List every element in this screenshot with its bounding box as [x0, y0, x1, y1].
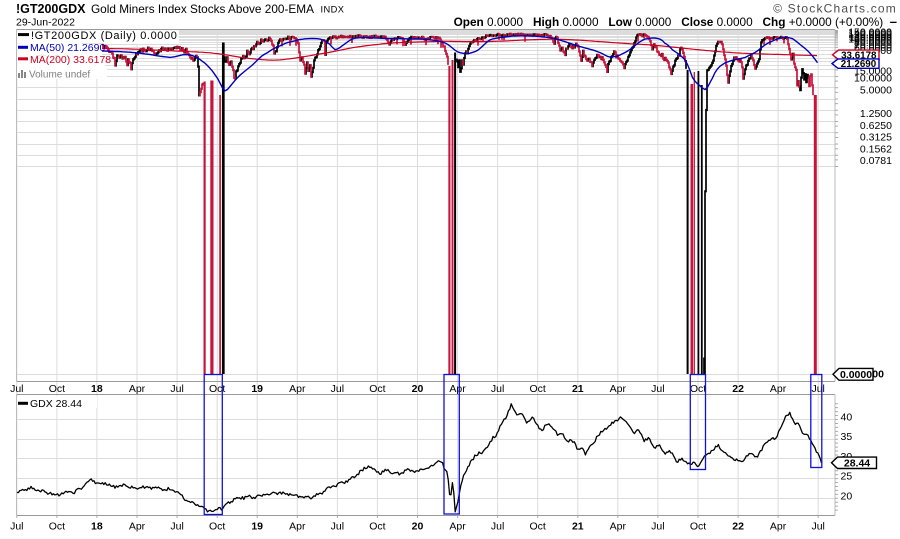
svg-text:Jul: Jul — [811, 383, 824, 395]
svg-text:0.6250: 0.6250 — [860, 120, 892, 132]
svg-text:21.2690: 21.2690 — [841, 59, 877, 70]
svg-text:Jul: Jul — [491, 520, 504, 532]
svg-text:140.0000: 140.0000 — [848, 28, 892, 40]
svg-text:Apr: Apr — [610, 520, 627, 532]
svg-text:Oct: Oct — [209, 383, 225, 395]
svg-text:Jul: Jul — [491, 383, 504, 395]
svg-text:28.44: 28.44 — [844, 458, 870, 470]
svg-text:GDX 28.44: GDX 28.44 — [30, 398, 82, 410]
svg-text:80.0000: 80.0000 — [854, 37, 892, 49]
svg-text:19: 19 — [251, 383, 263, 395]
svg-text:Apr: Apr — [610, 383, 627, 395]
svg-text:Volume undef: Volume undef — [29, 70, 90, 81]
svg-text:90.0000: 90.0000 — [854, 35, 892, 47]
svg-text:110.0000: 110.0000 — [849, 32, 892, 44]
svg-text:Jul: Jul — [811, 520, 824, 532]
svg-text:Jul: Jul — [170, 520, 183, 532]
svg-text:35: 35 — [841, 431, 853, 443]
svg-text:Jul: Jul — [10, 383, 23, 395]
svg-text:Jul: Jul — [651, 520, 664, 532]
svg-text:22: 22 — [732, 520, 744, 532]
svg-text:21: 21 — [572, 383, 584, 395]
svg-text:18: 18 — [91, 383, 103, 395]
svg-text:100.0000: 100.0000 — [848, 33, 892, 45]
svg-text:33.6178: 33.6178 — [841, 50, 877, 61]
svg-text:Apr: Apr — [770, 520, 787, 532]
svg-text:70.0000: 70.0000 — [854, 40, 892, 52]
svg-text:!GT200GDX (Daily) 0.0000: !GT200GDX (Daily) 0.0000 — [31, 30, 177, 42]
svg-text:Open 0.0000 High 0.0000 Lo: Open 0.0000 High 0.0000 Low 0.0000 Close… — [454, 14, 897, 29]
svg-text:!GT200GDX: !GT200GDX — [16, 2, 86, 16]
svg-text:Apr: Apr — [449, 520, 466, 532]
svg-text:Jul: Jul — [651, 383, 664, 395]
svg-text:MA(50) 21.2690: MA(50) 21.2690 — [30, 42, 105, 54]
svg-text:40: 40 — [841, 412, 853, 424]
svg-text:1.2500: 1.2500 — [860, 108, 892, 120]
svg-text:Oct: Oct — [49, 520, 65, 532]
svg-text:Apr: Apr — [449, 383, 466, 395]
svg-text:20: 20 — [412, 383, 424, 395]
svg-text:Apr: Apr — [289, 383, 306, 395]
svg-text:Oct: Oct — [369, 383, 385, 395]
svg-text:0.1562: 0.1562 — [860, 143, 892, 155]
svg-text:18: 18 — [91, 520, 103, 532]
svg-text:Oct: Oct — [49, 383, 65, 395]
svg-text:Oct: Oct — [369, 520, 385, 532]
svg-text:10.0000: 10.0000 — [854, 73, 892, 85]
svg-text:Apr: Apr — [289, 520, 306, 532]
svg-text:Jul: Jul — [170, 383, 183, 395]
svg-text:Jul: Jul — [10, 520, 23, 532]
svg-text:Gold Miners Index Stocks Above: Gold Miners Index Stocks Above 200-EMA — [91, 2, 314, 16]
svg-text:20: 20 — [841, 490, 853, 502]
svg-text:Oct: Oct — [209, 520, 225, 532]
svg-text:Oct: Oct — [530, 520, 546, 532]
svg-text:19: 19 — [251, 520, 263, 532]
svg-text:Jul: Jul — [331, 383, 344, 395]
svg-text:MA(200) 33.6178: MA(200) 33.6178 — [30, 54, 111, 66]
svg-text:22: 22 — [732, 383, 744, 395]
svg-text:Apr: Apr — [129, 520, 146, 532]
svg-text:Apr: Apr — [770, 383, 787, 395]
svg-text:150.0000: 150.0000 — [848, 27, 892, 39]
svg-text:INDX: INDX — [321, 5, 345, 15]
svg-text:© StockCharts.com: © StockCharts.com — [773, 2, 897, 16]
svg-text:120.0000: 120.0000 — [848, 30, 892, 42]
svg-text:21: 21 — [572, 520, 584, 532]
svg-text:25: 25 — [841, 471, 853, 483]
svg-text:130.0000: 130.0000 — [848, 29, 892, 41]
svg-text:Oct: Oct — [690, 383, 706, 395]
svg-text:Oct: Oct — [690, 520, 706, 532]
svg-text:29-Jun-2022: 29-Jun-2022 — [16, 17, 75, 29]
svg-text:20: 20 — [412, 520, 424, 532]
svg-text:0.3125: 0.3125 — [860, 132, 892, 144]
svg-text:0.0000: 0.0000 — [840, 369, 872, 381]
svg-text:Oct: Oct — [530, 383, 546, 395]
svg-text:Jul: Jul — [331, 520, 344, 532]
svg-text:5.0000: 5.0000 — [860, 84, 892, 96]
svg-text:Apr: Apr — [129, 383, 146, 395]
svg-text:0.0781: 0.0781 — [860, 155, 892, 167]
